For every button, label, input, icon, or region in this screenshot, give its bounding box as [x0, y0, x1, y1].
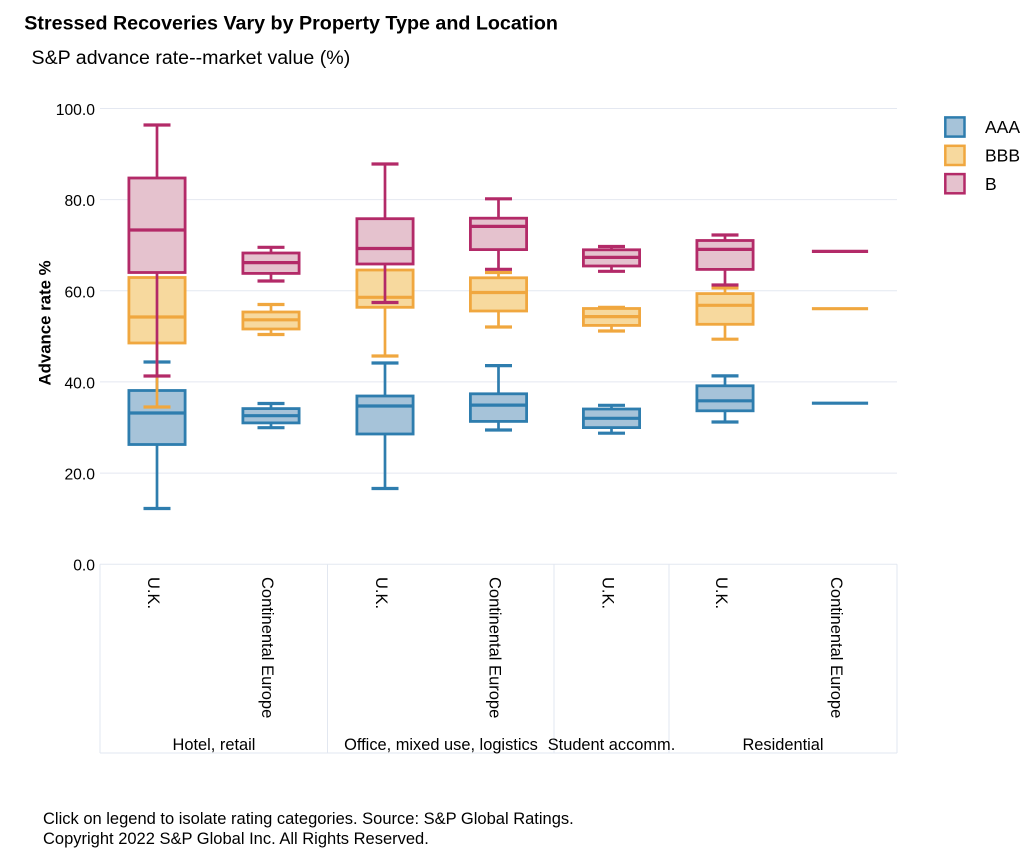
svg-text:U.K.: U.K. — [712, 577, 730, 609]
svg-text:U.K.: U.K. — [599, 577, 617, 609]
svg-text:60.0: 60.0 — [64, 284, 95, 301]
svg-text:80.0: 80.0 — [64, 193, 95, 210]
svg-text:20.0: 20.0 — [64, 467, 95, 484]
svg-text:Residential: Residential — [742, 736, 823, 754]
svg-text:B: B — [985, 174, 997, 194]
svg-text:Continental Europe: Continental Europe — [486, 577, 504, 718]
svg-text:U.K.: U.K. — [372, 577, 390, 609]
svg-text:Copyright 2022 S&P Global Inc.: Copyright 2022 S&P Global Inc. All Right… — [43, 830, 429, 848]
svg-text:BBB: BBB — [985, 146, 1020, 166]
svg-text:Click on legend to isolate rat: Click on legend to isolate rating catego… — [43, 810, 574, 828]
svg-text:Stressed Recoveries Vary by Pr: Stressed Recoveries Vary by Property Typ… — [24, 13, 558, 35]
svg-text:Continental Europe: Continental Europe — [258, 577, 276, 718]
svg-text:Office, mixed use, logistics: Office, mixed use, logistics — [344, 736, 538, 754]
svg-text:Advance rate %: Advance rate % — [36, 260, 55, 385]
svg-text:U.K.: U.K. — [144, 577, 162, 609]
svg-text:0.0: 0.0 — [73, 558, 95, 575]
svg-text:AAA: AAA — [985, 117, 1020, 137]
svg-text:Hotel, retail: Hotel, retail — [173, 736, 256, 754]
svg-text:40.0: 40.0 — [64, 375, 95, 392]
svg-text:100.0: 100.0 — [56, 102, 96, 119]
svg-text:Student accomm.: Student accomm. — [548, 736, 676, 754]
svg-text:Continental Europe: Continental Europe — [827, 577, 845, 718]
svg-text:S&P advance rate--market value: S&P advance rate--market value (%) — [32, 47, 351, 69]
